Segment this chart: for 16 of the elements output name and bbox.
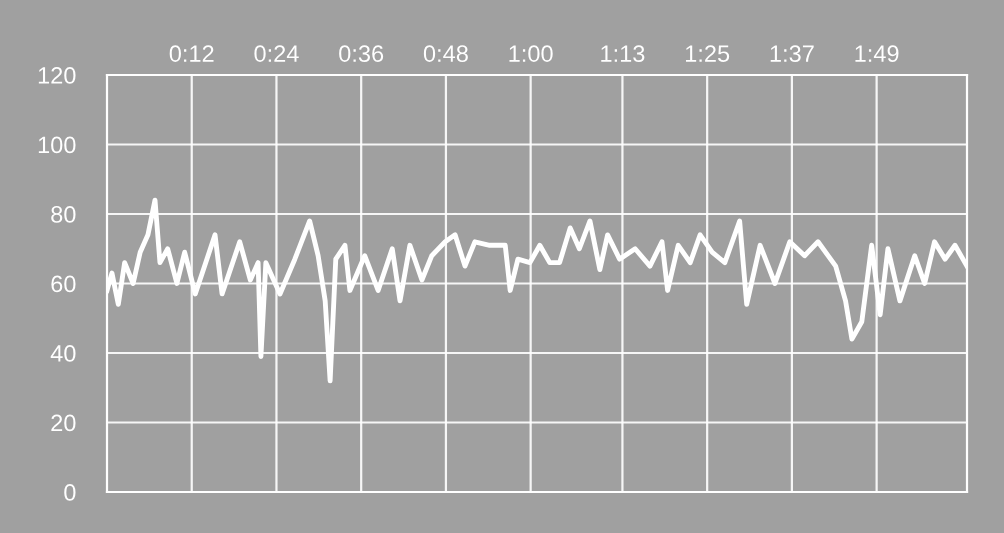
x-tick-label: 0:24 bbox=[254, 45, 299, 62]
x-tick-label: 1:00 bbox=[509, 45, 553, 62]
y-tick-label: 100 bbox=[38, 136, 76, 154]
x-tick-label: 1:49 bbox=[855, 45, 899, 62]
y-tick-label: 20 bbox=[51, 414, 76, 432]
x-tick-label: 1:25 bbox=[685, 45, 730, 62]
y-tick-label: 80 bbox=[51, 206, 76, 223]
y-tick-label: 60 bbox=[51, 275, 76, 293]
x-tick-label: 0:48 bbox=[423, 45, 468, 62]
y-tick-label: 0 bbox=[64, 484, 76, 501]
x-tick-label: 0:12 bbox=[169, 45, 214, 62]
x-tick-label: 1:13 bbox=[601, 45, 645, 62]
y-tick-label: 120 bbox=[38, 67, 76, 84]
y-tick-label: 40 bbox=[50, 345, 76, 362]
x-tick-label: 0:36 bbox=[339, 45, 384, 62]
x-tick-label: 1:37 bbox=[770, 45, 814, 62]
